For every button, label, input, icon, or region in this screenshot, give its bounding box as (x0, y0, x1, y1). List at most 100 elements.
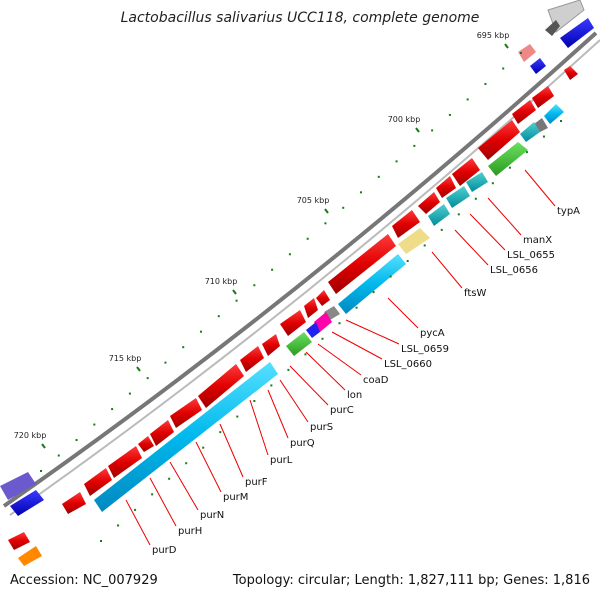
kbp-tick-label: 705 kbp (297, 196, 330, 205)
kbp-tick-mark (415, 127, 420, 133)
minor-tick-dot (377, 175, 380, 178)
minor-tick-dot (128, 392, 131, 395)
gene-label: purM (223, 492, 248, 503)
kbp-tick-mark (136, 366, 141, 372)
gene-label: LSL_0655 (507, 250, 555, 261)
gene-label: lon (347, 390, 362, 401)
gene-label: purC (330, 405, 354, 416)
gene-label: typA (557, 206, 580, 217)
minor-tick-dot (182, 346, 185, 349)
minor-tick-dot (235, 299, 238, 302)
minor-tick-dot (520, 52, 522, 54)
minor-tick-dot (200, 330, 202, 333)
minor-tick-dot (413, 144, 416, 147)
top-right-genes (518, 0, 594, 80)
gene-label-leader (305, 351, 346, 391)
minor-tick-dot (389, 275, 392, 278)
gene-label-leader (431, 251, 463, 289)
minor-tick-dot (111, 408, 114, 411)
minor-tick-dot (202, 446, 205, 449)
minor-tick-dot (448, 113, 451, 116)
minor-tick-dot (372, 291, 375, 294)
minor-tick-dot (57, 454, 60, 457)
gene-label-leader (195, 441, 222, 493)
minor-tick-dot (287, 368, 290, 371)
minor-tick-dot (93, 423, 96, 426)
gene-label-leader (249, 399, 269, 456)
minor-tick-dot (360, 191, 362, 194)
gene-label-leader (331, 331, 383, 360)
gene-label: LSL_0659 (401, 344, 449, 355)
minor-tick-dot (236, 415, 239, 418)
gene-label: purL (270, 455, 293, 466)
gene-label-leader (279, 379, 309, 423)
minor-tick-dot (288, 253, 291, 256)
minor-tick-dot (502, 67, 505, 70)
minor-tick-dot (306, 237, 309, 240)
gene-label: purF (245, 477, 268, 488)
kbp-tick-mark (41, 443, 46, 449)
minor-tick-dot (164, 361, 167, 364)
gene-label-leader (149, 477, 177, 527)
kbp-tick-label: 695 kbp (477, 31, 510, 40)
minor-tick-dot (406, 260, 409, 262)
gene-label-leader (469, 213, 506, 251)
topology-label: Topology: circular; Length: 1,827,111 bp… (232, 573, 590, 588)
minor-tick-dot (560, 120, 562, 122)
minor-tick-dot (219, 431, 222, 434)
gene-label: pycA (420, 328, 445, 339)
minor-tick-dot (117, 524, 120, 527)
kbp-tick-mark (504, 43, 509, 49)
minor-tick-dot (75, 439, 78, 442)
kbp-tick-label: 715 kbp (109, 354, 142, 363)
tick-layer: 695 kbp 700 kbp 705 kbp 710 kbp 715 kbp 720 k… (14, 31, 562, 542)
minor-tick-dot (466, 98, 469, 101)
gene-label-leader (267, 389, 289, 439)
gene-label: purH (178, 526, 202, 537)
minor-tick-dot (338, 322, 341, 325)
gene-label: ftsW (464, 288, 486, 299)
minor-tick-dot (474, 197, 477, 200)
minor-tick-dot (423, 244, 426, 247)
kbp-tick-label: 700 kbp (388, 115, 421, 124)
minor-tick-dot (168, 477, 171, 480)
gene-label-layer: typA manX LSL_0655 LSL_0656 ftsW pycA LSL_0659… (125, 169, 580, 556)
gene-label-leader (487, 197, 522, 236)
gene-label: LSL_0660 (384, 359, 432, 370)
reverse-genes (94, 104, 564, 512)
minor-tick-dot (134, 508, 137, 511)
minor-tick-dot (270, 384, 273, 387)
gene-label: LSL_0656 (490, 265, 538, 276)
minor-tick-dot (304, 353, 307, 356)
minor-tick-dot (491, 182, 494, 185)
gene-label-leader (524, 169, 556, 207)
minor-tick-dot (271, 268, 274, 271)
accession-label: Accession: NC_007929 (10, 573, 158, 588)
minor-tick-dot (355, 306, 358, 309)
kbp-tick-mark (232, 289, 237, 295)
minor-tick-dot (146, 377, 149, 380)
minor-tick-dot (431, 129, 434, 132)
gene-label-leader (345, 319, 400, 345)
minor-tick-dot (40, 470, 42, 472)
gene-label-leader (169, 461, 199, 511)
minor-tick-dot (151, 493, 154, 496)
minor-tick-dot (342, 206, 345, 209)
minor-tick-dot (440, 228, 443, 231)
gene-label: purD (152, 545, 177, 556)
minor-tick-dot (324, 222, 327, 225)
gene-label: coaD (363, 375, 389, 386)
minor-tick-dot (253, 284, 256, 287)
gene-label-leader (125, 499, 151, 546)
gene-label-leader (219, 423, 244, 478)
minor-tick-dot (525, 151, 528, 154)
gene-label-leader (289, 365, 329, 406)
forward-genes (62, 86, 554, 514)
genome-backbone-outer (2, 31, 598, 508)
gene-label: purN (200, 510, 224, 521)
gene-label: purS (310, 422, 333, 433)
minor-tick-dot (395, 160, 398, 163)
kbp-tick-mark (324, 208, 329, 214)
gene-label-leader (387, 297, 419, 329)
minor-tick-dot (542, 135, 545, 138)
